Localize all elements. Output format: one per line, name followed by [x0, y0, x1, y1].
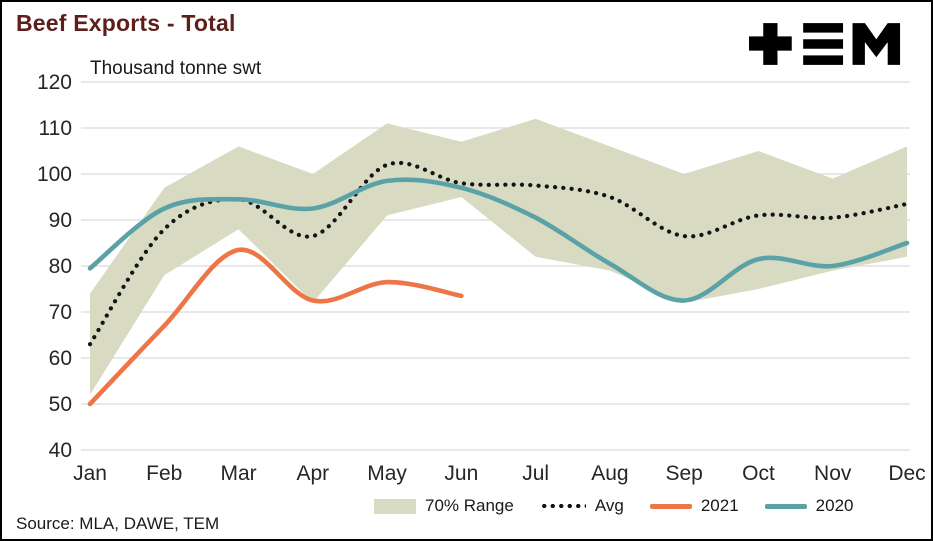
svg-text:Nov: Nov [814, 462, 852, 485]
legend-label-2021: 2021 [700, 496, 739, 515]
legend: 70% Range Avg 2021 2020 [374, 496, 854, 516]
band-70-range [90, 118, 907, 395]
chart-title: Beef Exports - Total [16, 10, 236, 36]
legend-item-70-range: 70% Range [374, 496, 514, 516]
tem-logo [749, 22, 901, 71]
svg-text:40: 40 [49, 439, 72, 462]
legend-label-2020: 2020 [815, 496, 854, 515]
svg-text:Apr: Apr [296, 462, 329, 485]
svg-text:70: 70 [49, 301, 72, 324]
svg-text:Feb: Feb [146, 462, 182, 485]
tem-logo-glyphs [749, 23, 901, 65]
svg-text:May: May [367, 462, 407, 485]
avg-dotted-swatch [539, 503, 586, 509]
svg-text:50: 50 [49, 393, 72, 416]
legend-label-avg: Avg [594, 496, 624, 515]
svg-text:80: 80 [49, 255, 72, 278]
svg-text:Dec: Dec [888, 462, 925, 485]
range-band-swatch [374, 498, 416, 514]
svg-text:Oct: Oct [742, 462, 775, 485]
svg-text:Jan: Jan [73, 462, 107, 485]
line-2020-swatch [764, 503, 807, 509]
x-axis-labels: Jan Feb Mar Apr May Jun Jul Aug Sep Oct Nov Dec [73, 462, 926, 485]
svg-text:110: 110 [39, 117, 72, 140]
svg-text:120: 120 [37, 71, 72, 94]
svg-text:Sep: Sep [665, 462, 702, 485]
legend-label-70-range: 70% Range [425, 496, 514, 515]
svg-text:100: 100 [37, 163, 72, 186]
line-2021-swatch [649, 503, 692, 509]
source-note: Source: MLA, DAWE, TEM [16, 514, 220, 533]
legend-item-avg: Avg [539, 496, 624, 516]
svg-text:Aug: Aug [591, 462, 628, 485]
series-2020 [87, 177, 910, 303]
legend-item-2021: 2021 [649, 496, 739, 516]
series-avg [87, 160, 910, 347]
legend-item-2020: 2020 [764, 496, 854, 516]
svg-text:Jun: Jun [444, 462, 478, 485]
svg-text:Jul: Jul [522, 462, 549, 485]
y-axis-labels: 40 50 60 70 80 90 100 110 120 [37, 71, 72, 462]
svg-text:90: 90 [49, 209, 72, 232]
chart-subtitle: Thousand tonne swt [90, 58, 262, 79]
svg-text:Mar: Mar [220, 462, 256, 485]
series-2021 [87, 247, 464, 407]
svg-text:60: 60 [49, 347, 72, 370]
